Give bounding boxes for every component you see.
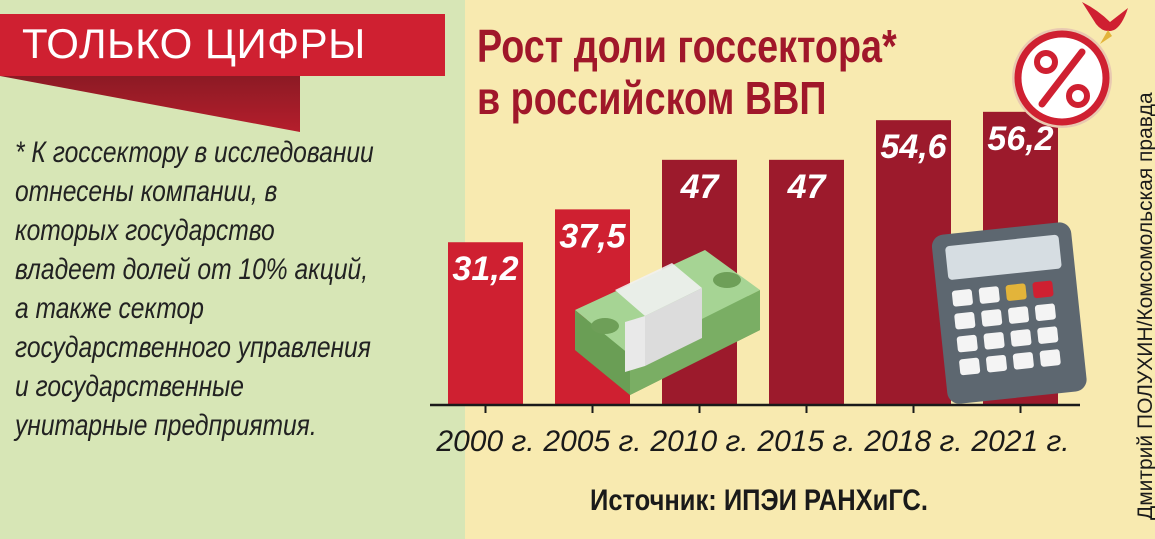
x-tick-label-0: 2000 г. (435, 425, 534, 458)
bird-icon (1082, 2, 1128, 44)
chart-title: Рост доли госсектора* в российском ВВП (477, 20, 897, 124)
x-tick-label-4: 2018 г. (863, 425, 962, 458)
bar-value-label-3: 47 (787, 168, 828, 206)
photo-credit: Дмитрий ПОЛУХИН/Комсомольская правда (1134, 92, 1155, 520)
money-stack-icon (575, 250, 760, 395)
banner (0, 14, 445, 76)
footnote: * К госсектору в исследовании отнесены к… (15, 136, 374, 442)
bar-value-label-5: 56,2 (987, 120, 1053, 158)
x-tick-label-1: 2005 г. (542, 425, 641, 458)
bar-value-label-1: 37,5 (559, 217, 626, 255)
percent-badge-icon (1012, 28, 1112, 128)
source-note: Источник: ИПЭИ РАНХиГС. (590, 484, 928, 517)
bar-3 (769, 159, 844, 405)
bar-value-label-0: 31,2 (452, 250, 518, 288)
bar-value-label-4: 54,6 (880, 128, 947, 166)
banner-title: ТОЛЬКО ЦИФРЫ (22, 20, 366, 67)
x-tick-label-3: 2015 г. (756, 425, 855, 458)
bar-labels: 31,2 37,5 47 47 54,6 56,2 (452, 120, 1053, 288)
x-axis-ticks (484, 405, 1022, 413)
bar-0 (448, 242, 523, 405)
bar-value-label-2: 47 (680, 168, 721, 206)
x-tick-label-5: 2021 г. (970, 425, 1069, 458)
calculator-icon (931, 222, 1087, 404)
x-axis-tick-labels: 2000 г. 2005 г. 2010 г. 2015 г. 2018 г. 2021 … (435, 425, 1069, 458)
x-tick-label-2: 2010 г. (649, 425, 748, 458)
